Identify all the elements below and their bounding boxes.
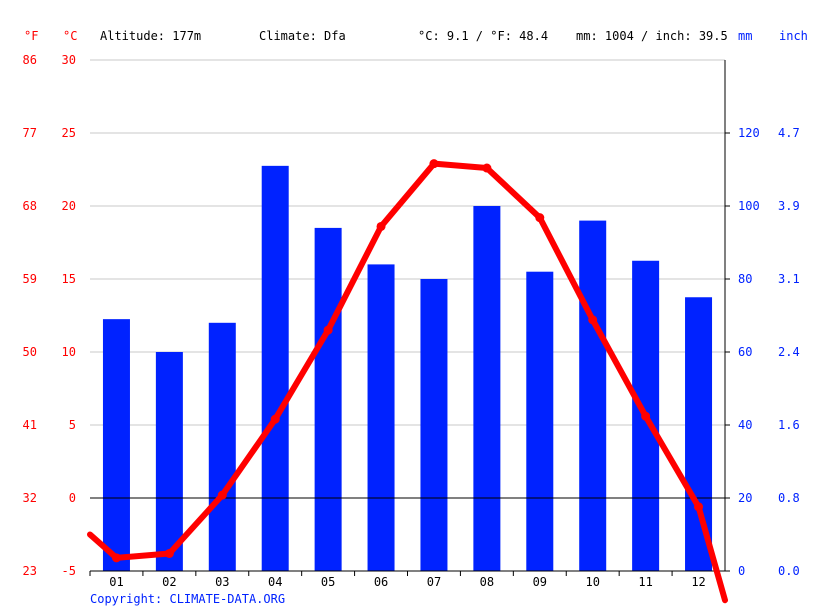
month-label: 08 [480,575,494,589]
tick-label-celsius: 15 [62,272,76,286]
tick-label-inch: 3.1 [778,272,800,286]
tick-labels: 23 -5 32 0 41 5 50 10 59 15 68 20 77 25 86 30 0 0.0 20 0.8 4… [23,53,800,589]
tick-label-mm: 20 [738,491,752,505]
precipitation-bars [102,165,713,571]
tick-label-fahrenheit: 59 [23,272,37,286]
month-label: 07 [427,575,441,589]
precipitation-bar [155,352,183,571]
tick-label-celsius: 20 [62,199,76,213]
altitude-label: Altitude: 177m [100,29,201,43]
precipitation-bar [208,322,236,571]
temperature-point [376,221,386,231]
temperature-point [535,213,545,223]
tick-label-mm: 120 [738,126,760,140]
precipitation-bar [102,319,130,571]
tick-label-inch: 4.7 [778,126,800,140]
temperature-point [217,490,227,500]
tick-label-fahrenheit: 86 [23,53,37,67]
month-label: 06 [374,575,388,589]
tick-label-fahrenheit: 32 [23,491,37,505]
tick-label-fahrenheit: 68 [23,199,37,213]
tick-label-celsius: 5 [69,418,76,432]
month-label: 04 [268,575,282,589]
precipitation-bar [685,297,713,571]
temperature-point [641,411,651,421]
tick-label-inch: 1.6 [778,418,800,432]
precipitation-bar [420,279,448,571]
temperature-point [270,414,280,424]
temperature-point [588,315,598,325]
tick-label-mm: 40 [738,418,752,432]
climate-label: Climate: Dfa [259,29,346,43]
unit-inch-label: inch [779,29,808,43]
month-label: 02 [162,575,176,589]
tick-label-celsius: -5 [62,564,76,578]
tick-label-inch: 2.4 [778,345,800,359]
precipitation-bar [473,206,501,571]
temperature-curve [87,160,728,604]
month-label: 01 [109,575,123,589]
temperature-point [482,163,492,173]
precipitation-bar [367,264,395,571]
tick-label-celsius: 10 [62,345,76,359]
temperature-point [111,553,121,563]
tick-label-fahrenheit: 77 [23,126,37,140]
tick-label-celsius: 25 [62,126,76,140]
copyright-label: Copyright: CLIMATE-DATA.ORG [90,592,285,606]
tick-label-mm: 0 [738,564,745,578]
temperature-point [429,159,439,169]
gridlines [90,59,725,426]
precipitation-bar [526,271,554,571]
tick-label-inch: 0.0 [778,564,800,578]
tick-label-fahrenheit: 41 [23,418,37,432]
unit-mm-label: mm [738,29,752,43]
month-label: 12 [691,575,705,589]
tick-label-inch: 3.9 [778,199,800,213]
month-label: 03 [215,575,229,589]
tick-label-fahrenheit: 23 [23,564,37,578]
precipitation-bar [261,165,289,571]
temperature-point [323,325,333,335]
precipitation-bar [579,220,607,571]
temperature-point [164,548,174,558]
tick-label-mm: 80 [738,272,752,286]
unit-celsius-label: °C [63,29,77,43]
tick-label-mm: 60 [738,345,752,359]
month-label: 11 [638,575,652,589]
unit-fahrenheit-label: °F [24,29,38,43]
month-label: 05 [321,575,335,589]
header: °F °C Altitude: 177m Climate: Dfa °C: 9.… [24,29,808,43]
axes [90,60,726,572]
precipitation-bar [314,227,342,571]
month-label: 10 [585,575,599,589]
tick-label-inch: 0.8 [778,491,800,505]
temperature-line [87,159,728,604]
temperature-point [694,502,704,512]
tick-label-celsius: 0 [69,491,76,505]
tick-label-fahrenheit: 50 [23,345,37,359]
tick-label-celsius: 30 [62,53,76,67]
average-temperature-label: °C: 9.1 / °F: 48.4 [418,29,548,43]
month-label: 09 [533,575,547,589]
tick-label-mm: 100 [738,199,760,213]
precipitation-total-label: mm: 1004 / inch: 39.5 [576,29,728,43]
